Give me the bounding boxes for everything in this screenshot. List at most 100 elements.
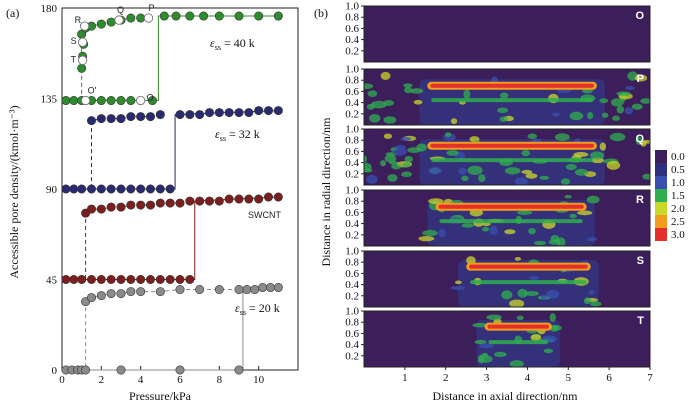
data-point — [165, 198, 175, 208]
colorbar-tick-label: 1.0 — [671, 177, 685, 189]
density-blob — [403, 83, 413, 88]
desorption-line — [85, 289, 239, 370]
data-point — [263, 192, 273, 202]
data-point — [205, 196, 215, 206]
data-point — [146, 200, 156, 210]
density-blob — [428, 167, 442, 175]
y-tick-label: 0.6 — [345, 268, 359, 280]
y-tick-label: 0.8 — [345, 196, 359, 208]
y-tick-label: 0.2 — [345, 350, 359, 362]
density-blob — [524, 291, 539, 297]
data-point — [147, 96, 157, 106]
density-blob — [509, 360, 524, 367]
density-blob — [455, 280, 462, 285]
data-point — [96, 291, 106, 301]
data-point — [175, 198, 185, 208]
y-tick-label: 1.0 — [345, 185, 359, 197]
heatmap-content — [364, 129, 650, 185]
panel-state-label: T — [637, 315, 644, 327]
density-blob — [590, 301, 602, 307]
state-point — [78, 37, 88, 47]
panel-label-a: (a) — [6, 6, 19, 20]
density-blob — [384, 154, 397, 163]
curve-label: εss = 20 k — [235, 301, 280, 317]
data-point — [214, 108, 224, 118]
density-blob — [530, 334, 542, 341]
density-blob — [500, 92, 509, 99]
curve-label: εss = 40 k — [210, 36, 255, 52]
heatmap-panel: 0.20.40.60.81.0 Q — [345, 124, 651, 186]
data-point — [195, 110, 205, 120]
density-blob — [472, 322, 488, 328]
y-tick-label: 180 — [41, 3, 58, 15]
x-tick-label: 0 — [59, 374, 65, 386]
data-point — [155, 184, 165, 194]
data-point — [155, 198, 165, 208]
density-blob — [364, 162, 372, 172]
y-tick-label: 0.6 — [345, 23, 359, 35]
y-tick-label: 0.8 — [345, 135, 359, 147]
density-blob — [565, 163, 577, 171]
density-blob — [367, 90, 378, 98]
colorbar-swatch — [655, 176, 667, 189]
data-point — [214, 196, 224, 206]
density-blob — [569, 213, 577, 219]
data-point — [81, 365, 91, 375]
density-blob — [463, 89, 471, 100]
data-point — [69, 274, 79, 284]
panel-frame — [363, 250, 651, 308]
data-point — [116, 96, 126, 106]
density-blob — [461, 223, 474, 228]
density-blob — [549, 313, 556, 322]
density-blob — [540, 294, 548, 301]
inner-layer — [439, 219, 583, 224]
data-point — [273, 192, 283, 202]
density-blob — [461, 175, 469, 182]
density-blob — [640, 139, 650, 144]
density-blob — [564, 194, 572, 199]
data-point — [106, 114, 116, 124]
density-blob — [400, 136, 412, 141]
y-tick-label: 0.4 — [345, 279, 359, 291]
density-blob — [481, 226, 490, 232]
density-blob — [606, 160, 621, 170]
colorbar-tick-label: 2.0 — [671, 203, 685, 215]
colorbar-swatch — [655, 163, 667, 176]
density-blob — [599, 98, 609, 104]
heatmap-panel: 0.20.40.60.81.0 S — [345, 246, 651, 308]
density-blob — [486, 314, 502, 321]
data-point — [165, 184, 175, 194]
density-blob — [631, 103, 643, 110]
density-blob — [402, 162, 411, 168]
density-blob — [635, 136, 642, 145]
y-tick-label: 0.8 — [345, 12, 359, 24]
data-point — [126, 184, 136, 194]
data-point — [136, 184, 146, 194]
y-tick-label: 0.4 — [345, 97, 359, 109]
x-tick-label: 4 — [138, 374, 144, 386]
data-point — [273, 106, 283, 116]
density-blob — [533, 240, 547, 246]
data-point — [116, 289, 126, 299]
data-point — [195, 196, 205, 206]
x-tick-label: 7 — [647, 372, 653, 384]
y-tick-label: 0.4 — [345, 157, 359, 169]
x-tick-label: 4 — [525, 372, 531, 384]
data-point — [69, 96, 79, 106]
state-point-label: P — [149, 3, 155, 13]
density-blob — [574, 168, 588, 176]
density-blob — [587, 112, 594, 120]
density-blob — [497, 107, 509, 114]
y-axis-label-b: Distance in radial direction/nm — [319, 117, 333, 267]
heatmap-content — [364, 311, 650, 367]
data-point — [61, 274, 71, 284]
data-point — [185, 11, 195, 21]
panel-frame — [363, 128, 651, 186]
density-blob — [527, 133, 538, 140]
density-blob — [586, 195, 600, 204]
y-tick-label: 1.0 — [345, 64, 359, 76]
data-point — [263, 106, 273, 116]
panel-state-label: O — [635, 10, 644, 22]
data-point — [250, 285, 260, 295]
density-blob — [467, 165, 483, 175]
